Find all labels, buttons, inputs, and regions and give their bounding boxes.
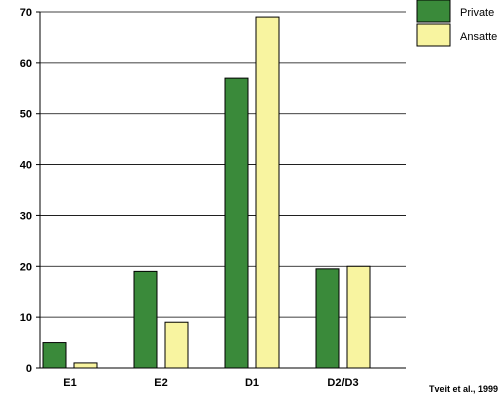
y-tick-label: 30 (20, 210, 32, 222)
bar-ansatte-e2 (164, 321, 189, 369)
legend-label-ansatte: Ansatte (460, 31, 497, 43)
y-tick-label: 10 (20, 312, 32, 324)
bar-private-e2 (133, 270, 158, 369)
gridlines (40, 11, 406, 318)
y-tick-label: 40 (20, 160, 32, 172)
x-tick-label: E2 (154, 377, 167, 389)
bar-ansatte-d1 (255, 16, 280, 369)
y-tick-label: 50 (20, 109, 32, 121)
x-tick-label: E1 (63, 377, 76, 389)
legend-swatch-ansatte (416, 23, 451, 47)
bars (42, 16, 371, 369)
bar-private-d2-d3 (315, 268, 340, 369)
legend: Private Ansatte (416, 0, 497, 47)
x-tick-label: D1 (245, 377, 259, 389)
bar-private-e1 (42, 342, 67, 369)
axes: 0 10 20 30 40 50 60 70 E1 E2 D1 D2/D3 (20, 7, 406, 389)
y-tick-label: 60 (20, 58, 32, 70)
legend-label-private: Private (460, 7, 494, 19)
y-tick-label: 0 (26, 363, 32, 375)
y-tick-label: 20 (20, 261, 32, 273)
bar-private-d1 (224, 77, 249, 369)
y-tick-label: 70 (20, 7, 32, 19)
legend-swatch-private (416, 0, 451, 23)
source-note: Tveit et al., 1999 (429, 384, 498, 394)
bar-ansatte-e1 (73, 362, 98, 369)
bar-ansatte-d2-d3 (346, 265, 371, 369)
x-tick-label: D2/D3 (327, 377, 358, 389)
